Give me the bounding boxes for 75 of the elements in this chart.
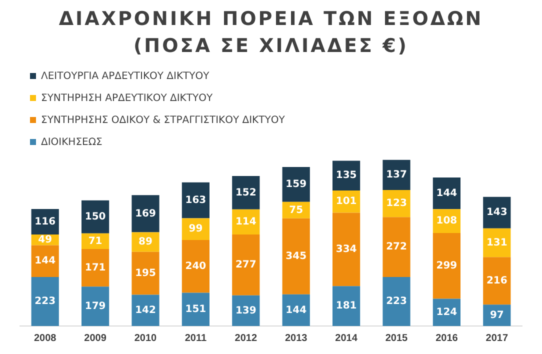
bar [332, 286, 360, 326]
x-tick-label: 2016 [436, 332, 458, 344]
bar [382, 276, 410, 326]
data-label: 71 [88, 236, 102, 247]
bar [81, 249, 110, 287]
data-label: 89 [138, 236, 152, 248]
data-label: 97 [490, 310, 504, 321]
data-label: 143 [486, 207, 508, 218]
bar [132, 195, 160, 232]
bar [282, 218, 310, 294]
data-label: 216 [486, 275, 508, 286]
data-label: 144 [436, 188, 458, 199]
x-tick-label: 2009 [84, 332, 107, 344]
data-label: 131 [486, 237, 508, 248]
data-label: 345 [286, 250, 307, 262]
data-label: 334 [336, 244, 357, 256]
data-label: 116 [34, 216, 56, 228]
bar [232, 176, 260, 210]
bar [483, 257, 511, 305]
bar [332, 212, 360, 286]
data-label: 142 [135, 304, 156, 316]
data-label: 171 [84, 262, 106, 274]
x-tick-label: 2010 [134, 332, 158, 344]
data-label: 179 [84, 300, 106, 312]
data-label: 150 [84, 211, 106, 222]
data-label: 272 [386, 242, 407, 253]
x-tick-label: 2014 [335, 332, 358, 344]
bar [31, 276, 59, 326]
data-label: 299 [436, 260, 458, 272]
legend-label: ΣΥΝΤΗΡΗΣΗΣ ΟΔΙΚΟΥ & ΣΤΡΑΓΓΙΣΤΙΚΟΥ ΔΙΚΤΥΟΥ [40, 114, 285, 128]
data-label: 123 [386, 198, 407, 210]
data-label: 223 [386, 296, 407, 308]
data-label: 181 [336, 300, 357, 312]
data-label: 101 [336, 196, 357, 208]
bar [432, 232, 461, 299]
x-tick-label: 2015 [385, 332, 408, 344]
bar [132, 294, 160, 326]
data-label: 99 [188, 224, 203, 235]
data-label: 151 [185, 304, 206, 315]
data-label: 163 [185, 194, 206, 206]
data-label: 137 [386, 170, 407, 181]
chart-title: ΔΙΑΧΡΟΝΙΚΗ ΠΟΡΕΙΑ ΤΩΝ ΕΞΟΔΩΝ (ΠΟΣΑ ΣΕ ΧΙΛΙΑΔΕΣ €) [58, 7, 484, 59]
data-label: 223 [34, 296, 56, 308]
x-tick-label: 2011 [184, 332, 207, 344]
data-label: 277 [235, 260, 256, 271]
bar [483, 304, 511, 326]
bar [182, 240, 210, 293]
data-label: 152 [235, 187, 256, 198]
x-tick-label: 2012 [234, 332, 258, 344]
data-label: 75 [289, 204, 304, 216]
data-label: 144 [34, 256, 56, 267]
data-label: 114 [235, 216, 256, 228]
bar [282, 166, 310, 202]
x-tick-label: 2008 [34, 332, 57, 344]
data-label: 144 [286, 304, 307, 316]
bar [382, 160, 410, 190]
data-label: 135 [336, 170, 357, 182]
bar [81, 286, 110, 326]
data-label: 139 [235, 305, 256, 316]
data-label: 195 [135, 268, 156, 279]
x-tick-label: 2017 [486, 332, 508, 344]
bar [382, 217, 410, 277]
legend-label: ΣΥΝΤΗΡΗΣΗ ΑΡΔΕΥΤΙΚΟΥ ΔΙΚΤΥΟΥ [40, 92, 214, 106]
bar [132, 252, 160, 295]
legend-label: ΛΕΙΤΟΥΡΓΙΑ ΑΡΔΕΥΤΙΚΟΥ ΔΙΚΤΥΟΥ [40, 70, 210, 84]
x-tick-label: 2013 [284, 332, 308, 344]
data-label: 159 [286, 179, 307, 190]
data-label: 169 [135, 208, 156, 220]
legend-label: ΔΙΟΙΚΗΣΕΩΣ [40, 136, 104, 150]
bar [182, 292, 210, 326]
data-label: 124 [436, 306, 458, 318]
data-label: 108 [436, 216, 458, 227]
data-label: 49 [38, 234, 52, 246]
data-label: 240 [185, 260, 206, 272]
bar [232, 234, 260, 296]
